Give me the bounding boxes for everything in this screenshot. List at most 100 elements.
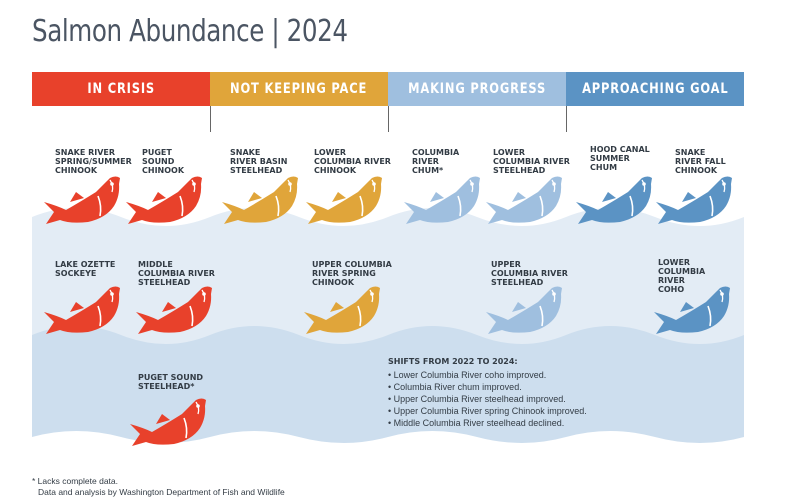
divider — [210, 106, 211, 132]
salmon-icon-lake-ozette-sockeye — [44, 286, 120, 334]
salmon-body — [576, 176, 652, 224]
banner-approaching-goal: APPROACHING GOAL — [566, 72, 744, 106]
salmon-icon-snake-river-basin-steelhead — [222, 176, 298, 224]
banner-label: MAKING PROGRESS — [408, 81, 546, 97]
salmon-jaw-line — [469, 179, 474, 193]
salmon-icon-snake-river-fall-chinook — [656, 176, 732, 224]
shift-item: • Upper Columbia River steelhead improve… — [388, 394, 566, 404]
banner-label: NOT KEEPING PACE — [230, 81, 368, 97]
label-snake-river-basin-steelhead: SNAKE RIVER BASIN STEELHEAD — [230, 148, 288, 175]
salmon-jaw-line — [641, 179, 646, 193]
label-upper-columbia-river-steelhead: UPPER COLUMBIA RIVER STEELHEAD — [491, 260, 568, 287]
salmon-eye — [722, 182, 726, 186]
salmon-body — [126, 176, 202, 224]
salmon-dorsal-fin — [330, 302, 344, 312]
salmon-jaw-line — [719, 289, 724, 303]
salmon-body — [654, 286, 730, 334]
salmon-icon-snake-river-spring-summer-chinook — [44, 176, 120, 224]
salmon-gill-line — [629, 195, 634, 217]
salmon-gill-line — [357, 305, 362, 327]
label-lower-columbia-river-coho: LOWER COLUMBIA RIVER COHO — [658, 258, 706, 294]
salmon-eye — [288, 182, 292, 186]
salmon-dorsal-fin — [680, 302, 694, 312]
salmon-jaw-line — [551, 179, 556, 193]
salmon-body — [136, 286, 212, 334]
shift-item: • Columbia River chum improved. — [388, 382, 522, 392]
salmon-jaw-line — [191, 179, 196, 193]
salmon-dorsal-fin — [152, 192, 166, 202]
salmon-jaw-line — [721, 179, 726, 193]
salmon-dorsal-fin — [512, 192, 526, 202]
salmon-dorsal-fin — [602, 192, 616, 202]
salmon-gill-line — [457, 195, 462, 217]
water-background — [32, 208, 744, 455]
salmon-icon-upper-columbia-river-steelhead — [486, 286, 562, 334]
salmon-gill-line — [707, 305, 712, 327]
salmon-jaw-line — [109, 179, 114, 193]
label-upper-columbia-river-spring-chinook: UPPER COLUMBIA RIVER SPRING CHINOOK — [312, 260, 392, 287]
salmon-icon-hood-canal-summer-chum — [576, 176, 652, 224]
salmon-icon-lower-columbia-river-steelhead — [486, 176, 562, 224]
salmon-jaw-line — [371, 179, 376, 193]
salmon-dorsal-fin — [332, 192, 346, 202]
salmon-jaw-line — [287, 179, 292, 193]
salmon-body — [44, 286, 120, 334]
salmon-gill-line — [275, 195, 280, 217]
label-lower-columbia-river-chinook: LOWER COLUMBIA RIVER CHINOOK — [314, 148, 391, 175]
salmon-jaw-line — [109, 289, 114, 303]
salmon-icon-lower-columbia-river-chinook — [306, 176, 382, 224]
salmon-gill-line — [539, 195, 544, 217]
salmon-icon-puget-sound-steelhead — [130, 398, 206, 446]
salmon-body — [404, 176, 480, 224]
divider — [566, 106, 567, 132]
salmon-jaw-line — [195, 401, 200, 415]
banner-label: IN CRISIS — [87, 81, 155, 97]
salmon-body — [130, 398, 206, 446]
salmon-body — [44, 176, 120, 224]
salmon-eye — [720, 292, 724, 296]
salmon-icon-columbia-river-chum — [404, 176, 480, 224]
divider — [388, 106, 389, 132]
salmon-dorsal-fin — [512, 302, 526, 312]
label-snake-river-fall-chinook: SNAKE RIVER FALL CHINOOK — [675, 148, 726, 175]
salmon-body — [306, 176, 382, 224]
page-title: Salmon Abundance | 2024 — [32, 14, 348, 49]
footnote: * Lacks complete data. Data and analysis… — [32, 476, 285, 498]
salmon-dorsal-fin — [70, 302, 84, 312]
salmon-eye — [552, 182, 556, 186]
label-lower-columbia-river-steelhead: LOWER COLUMBIA RIVER STEELHEAD — [493, 148, 570, 175]
label-hood-canal-summer-chum: HOOD CANAL SUMMER CHUM — [590, 145, 650, 172]
shift-item: • Upper Columbia River spring Chinook im… — [388, 406, 587, 416]
salmon-eye — [372, 182, 376, 186]
salmon-body — [656, 176, 732, 224]
salmon-jaw-line — [201, 289, 206, 303]
salmon-dorsal-fin — [682, 192, 696, 202]
salmon-body — [222, 176, 298, 224]
salmon-dorsal-fin — [156, 414, 170, 424]
shifts-box: SHIFTS FROM 2022 TO 2024: • Lower Columb… — [388, 356, 587, 429]
banner-label: APPROACHING GOAL — [581, 81, 729, 97]
salmon-jaw-line — [551, 289, 556, 303]
salmon-gill-line — [97, 305, 102, 327]
shift-item: • Lower Columbia River coho improved. — [388, 370, 547, 380]
water-band-bottom — [32, 431, 744, 455]
label-lake-ozette-sockeye: LAKE OZETTE SOCKEYE — [55, 260, 116, 278]
salmon-dorsal-fin — [248, 192, 262, 202]
banner-in-crisis: IN CRISIS — [32, 72, 210, 106]
salmon-eye — [642, 182, 646, 186]
salmon-gill-line — [539, 305, 544, 327]
shift-item: • Middle Columbia River steelhead declin… — [388, 418, 565, 428]
salmon-body — [486, 286, 562, 334]
salmon-dorsal-fin — [430, 192, 444, 202]
label-snake-river-spring-summer-chinook: SNAKE RIVER SPRING/SUMMER CHINOOK — [55, 148, 132, 175]
salmon-dorsal-fin — [162, 302, 176, 312]
shifts-heading: SHIFTS FROM 2022 TO 2024: — [388, 357, 518, 366]
water-band-lower — [32, 326, 744, 455]
shifts-list: • Lower Columbia River coho improved. • … — [388, 369, 587, 429]
salmon-eye — [370, 292, 374, 296]
salmon-gill-line — [359, 195, 364, 217]
salmon-eye — [192, 182, 196, 186]
salmon-gill-line — [709, 195, 714, 217]
salmon-dorsal-fin — [70, 192, 84, 202]
salmon-icon-upper-columbia-river-spring-chinook — [304, 286, 380, 334]
